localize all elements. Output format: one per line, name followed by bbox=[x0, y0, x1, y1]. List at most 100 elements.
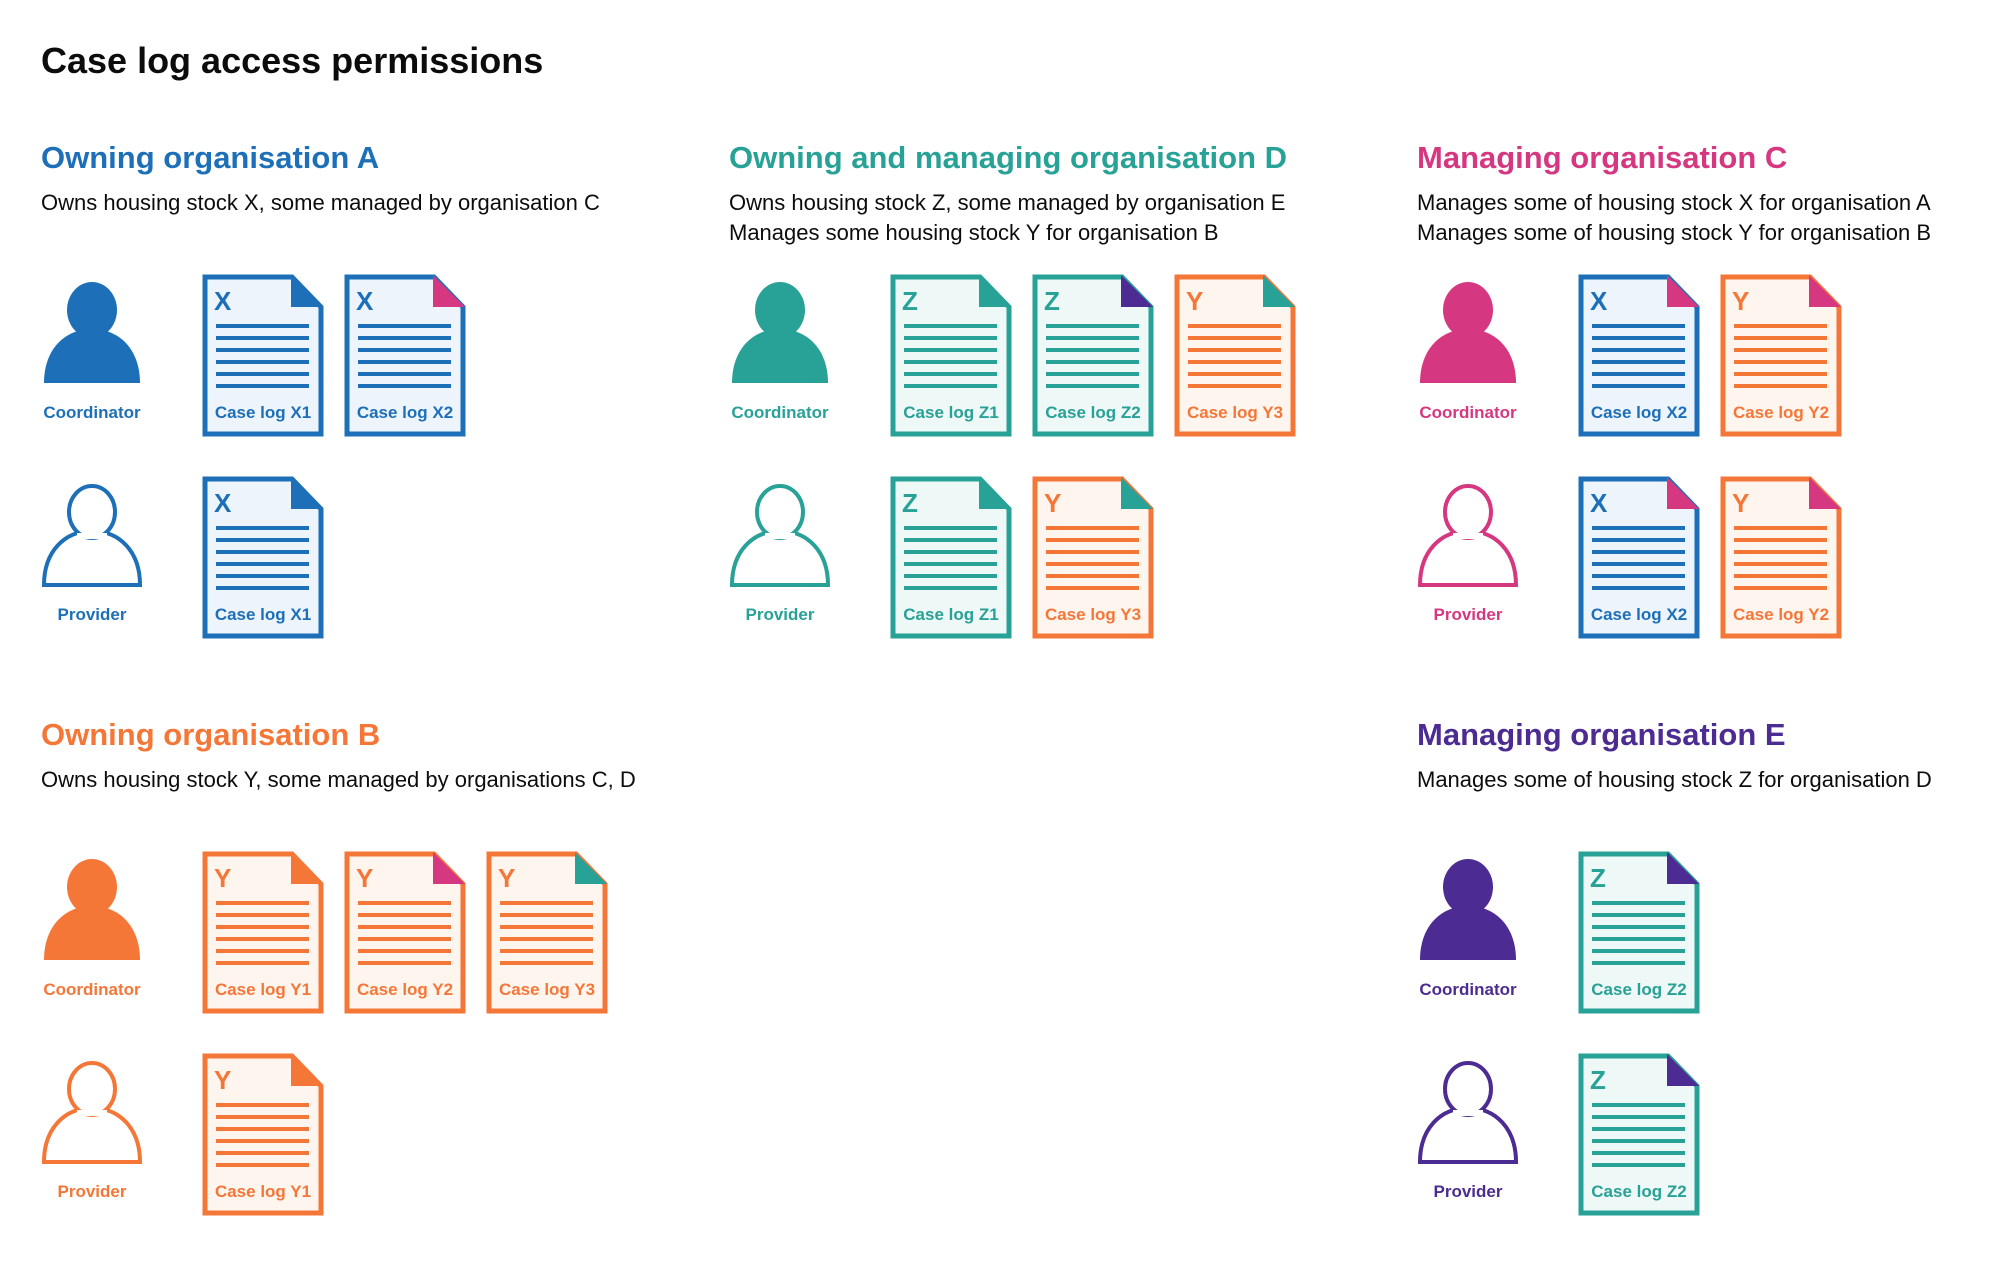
role-label: Provider bbox=[57, 605, 127, 624]
section-heading: Managing organisation E bbox=[1417, 717, 1786, 752]
stock-letter: Z bbox=[1590, 1065, 1606, 1095]
case-log-document[interactable]: Z Case log Z1 bbox=[890, 476, 1012, 639]
case-log-document[interactable]: Y Case log Y1 bbox=[202, 851, 324, 1014]
case-log-label: Case log X2 bbox=[1591, 403, 1687, 422]
section-heading: Managing organisation C bbox=[1417, 140, 1788, 175]
case-log-label: Case log Y1 bbox=[215, 980, 311, 999]
document-icon: Z Case log Z2 bbox=[1578, 1053, 1700, 1216]
stock-letter: Y bbox=[214, 863, 231, 893]
role-row: Provider Y Case log Y1 bbox=[41, 1053, 681, 1223]
case-log-document[interactable]: X Case log X1 bbox=[202, 476, 324, 639]
page-title: Case log access permissions bbox=[41, 40, 544, 81]
stock-letter: Y bbox=[1044, 488, 1061, 518]
document-icon: Z Case log Z1 bbox=[890, 476, 1012, 639]
document-icon: X Case log X1 bbox=[202, 476, 324, 639]
stock-letter: Z bbox=[1044, 286, 1060, 316]
case-log-document[interactable]: Z Case log Z2 bbox=[1578, 851, 1700, 1014]
section-description: Owns housing stock X, some managed by or… bbox=[41, 190, 600, 215]
case-log-document[interactable]: Y Case log Y2 bbox=[1720, 476, 1842, 639]
case-log-document[interactable]: X Case log X1 bbox=[202, 274, 324, 437]
stock-letter: X bbox=[1590, 488, 1608, 518]
case-log-document[interactable]: Y Case log Y2 bbox=[344, 851, 466, 1014]
case-log-document[interactable]: Y Case log Y3 bbox=[1032, 476, 1154, 639]
org-section: Owning organisation B Owns housing stock … bbox=[41, 717, 681, 1216]
org-section: Owning organisation A Owns housing stock … bbox=[41, 140, 681, 639]
case-log-document[interactable]: Z Case log Z1 bbox=[890, 274, 1012, 437]
role-row: Provider X Case log X2 Y Case log Y2 bbox=[1417, 476, 2000, 646]
case-log-label: Case log X2 bbox=[357, 403, 453, 422]
stock-letter: X bbox=[214, 286, 232, 316]
document-icon: Z Case log Z2 bbox=[1578, 851, 1700, 1014]
case-log-label: Case log Z2 bbox=[1591, 1182, 1686, 1201]
document-icon: Y Case log Y2 bbox=[1720, 476, 1842, 639]
stock-letter: Z bbox=[902, 488, 918, 518]
person-coordinator: Coordinator bbox=[1417, 277, 1519, 423]
role-label: Provider bbox=[1433, 605, 1503, 624]
case-log-label: Case log Z1 bbox=[903, 605, 998, 624]
person-provider: Provider bbox=[41, 479, 143, 625]
case-log-label: Case log X1 bbox=[215, 403, 311, 422]
case-log-label: Case log Y2 bbox=[1733, 403, 1829, 422]
case-log-document[interactable]: X Case log X2 bbox=[1578, 274, 1700, 437]
case-log-document[interactable]: Z Case log Z2 bbox=[1578, 1053, 1700, 1216]
document-icon: X Case log X2 bbox=[1578, 476, 1700, 639]
role-label: Provider bbox=[745, 605, 815, 624]
person-icon bbox=[41, 484, 143, 587]
stock-letter: X bbox=[356, 286, 374, 316]
role-row: Provider Z Case log Z1 Y Case log Y3 bbox=[729, 476, 1369, 646]
person-icon bbox=[44, 282, 140, 383]
section-description: Owns housing stock Z, some managed by or… bbox=[729, 190, 1286, 215]
case-log-document[interactable]: X Case log X2 bbox=[1578, 476, 1700, 639]
document-icon: Y Case log Y2 bbox=[1720, 274, 1842, 437]
person-icon bbox=[1420, 859, 1516, 960]
case-log-label: Case log X2 bbox=[1591, 605, 1687, 624]
person-icon bbox=[729, 484, 831, 587]
section-heading: Owning organisation B bbox=[41, 717, 381, 752]
document-icon: Z Case log Z1 bbox=[890, 274, 1012, 437]
org-section: Managing organisation C Manages some of h… bbox=[1417, 140, 2000, 639]
role-label: Provider bbox=[1433, 1182, 1503, 1201]
section-description: Owns housing stock Y, some managed by or… bbox=[41, 767, 636, 792]
person-coordinator: Coordinator bbox=[1417, 854, 1519, 1000]
person-provider: Provider bbox=[1417, 479, 1519, 625]
document-icon: Y Case log Y3 bbox=[486, 851, 608, 1014]
role-row: Coordinator Z Case log Z1 Z Case log Z2 Y Case… bbox=[729, 274, 1369, 444]
case-log-document[interactable]: Y Case log Y2 bbox=[1720, 274, 1842, 437]
stock-letter: Y bbox=[1732, 488, 1749, 518]
person-coordinator: Coordinator bbox=[729, 277, 831, 423]
case-log-label: Case log Y3 bbox=[1045, 605, 1141, 624]
role-label: Provider bbox=[57, 1182, 127, 1201]
person-icon bbox=[732, 282, 828, 383]
document-icon: Y Case log Y1 bbox=[202, 1053, 324, 1216]
document-icon: Z Case log Z2 bbox=[1032, 274, 1154, 437]
role-row: Coordinator X Case log X1 X Case log X2 bbox=[41, 274, 681, 444]
stock-letter: Z bbox=[902, 286, 918, 316]
role-row: Coordinator X Case log X2 Y Case log Y2 bbox=[1417, 274, 2000, 444]
case-log-document[interactable]: Y Case log Y3 bbox=[486, 851, 608, 1014]
document-icon: Y Case log Y1 bbox=[202, 851, 324, 1014]
role-label: Coordinator bbox=[43, 403, 141, 422]
stock-letter: Y bbox=[1186, 286, 1203, 316]
case-log-label: Case log Z1 bbox=[903, 403, 998, 422]
section-heading: Owning and managing organisation D bbox=[729, 140, 1288, 175]
role-label: Coordinator bbox=[731, 403, 829, 422]
case-log-label: Case log Y2 bbox=[357, 980, 453, 999]
document-icon: Y Case log Y3 bbox=[1032, 476, 1154, 639]
case-log-label: Case log Y2 bbox=[1733, 605, 1829, 624]
section-heading: Owning organisation A bbox=[41, 140, 380, 175]
case-log-document[interactable]: Y Case log Y3 bbox=[1174, 274, 1296, 437]
person-provider: Provider bbox=[729, 479, 831, 625]
section-description: Manages some of housing stock X for orga… bbox=[1417, 190, 1931, 215]
role-label: Coordinator bbox=[1419, 980, 1517, 999]
person-icon bbox=[1420, 282, 1516, 383]
case-log-document[interactable]: Z Case log Z2 bbox=[1032, 274, 1154, 437]
stock-letter: Y bbox=[214, 1065, 231, 1095]
document-icon: X Case log X2 bbox=[1578, 274, 1700, 437]
person-provider: Provider bbox=[41, 1056, 143, 1202]
stock-letter: X bbox=[214, 488, 232, 518]
case-log-document[interactable]: X Case log X2 bbox=[344, 274, 466, 437]
person-icon bbox=[44, 859, 140, 960]
case-log-label: Case log Z2 bbox=[1591, 980, 1686, 999]
section-description: Manages some of housing stock Y for orga… bbox=[1417, 220, 1932, 245]
case-log-document[interactable]: Y Case log Y1 bbox=[202, 1053, 324, 1216]
